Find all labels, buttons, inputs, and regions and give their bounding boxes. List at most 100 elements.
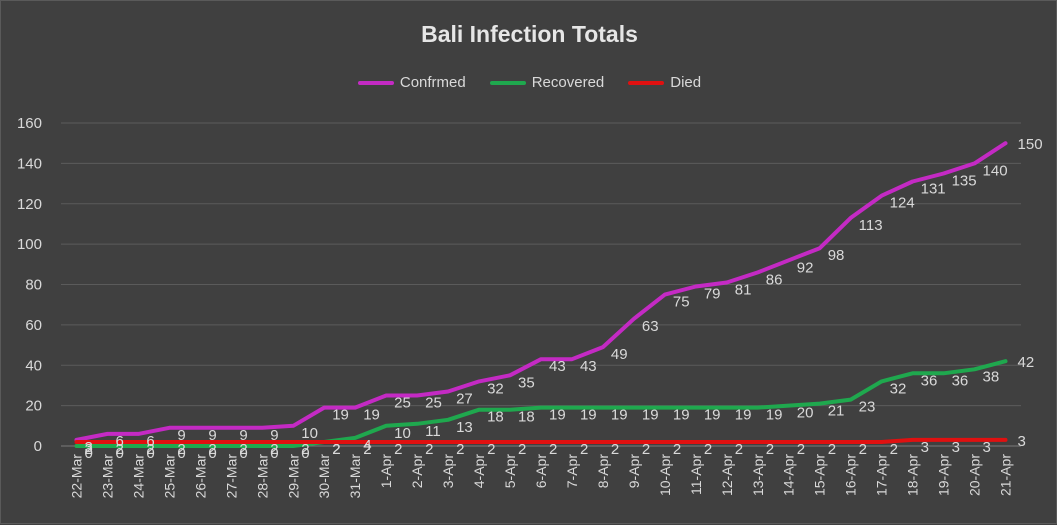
x-tick-label: 5-Apr <box>502 454 518 489</box>
legend-swatch <box>628 80 665 85</box>
data-label: 25 <box>394 395 411 412</box>
data-label: 43 <box>549 358 566 375</box>
data-label: 32 <box>890 380 907 397</box>
data-label: 2 <box>239 441 247 458</box>
data-label: 49 <box>611 346 628 363</box>
data-label: 2 <box>859 441 867 458</box>
data-label: 2 <box>487 441 495 458</box>
data-label: 6 <box>115 433 123 450</box>
y-tick-label: 140 <box>17 155 42 172</box>
data-label: 42 <box>1018 354 1035 371</box>
data-label: 2 <box>270 441 278 458</box>
data-label: 2 <box>177 441 185 458</box>
data-label: 36 <box>952 372 969 389</box>
y-tick-label: 40 <box>25 357 42 374</box>
legend-item-confrmed: Confrmed <box>357 74 466 91</box>
data-label: 0 <box>301 445 309 462</box>
y-tick-label: 60 <box>25 317 42 334</box>
data-label: 0 <box>177 445 185 462</box>
legend-label: Recovered <box>531 74 605 91</box>
data-label: 2 <box>797 441 805 458</box>
data-label: 113 <box>859 217 883 234</box>
data-label: 2 <box>580 441 588 458</box>
chart-title: Bali Infection Totals <box>421 21 638 47</box>
data-label: 43 <box>580 358 597 375</box>
y-tick-label: 0 <box>34 438 42 455</box>
data-label: 19 <box>611 407 628 424</box>
data-label: 19 <box>642 407 659 424</box>
x-tick-label: 7-Apr <box>564 454 580 489</box>
data-label: 2 <box>611 441 619 458</box>
data-label: 4 <box>363 437 371 454</box>
data-label: 2 <box>890 441 898 458</box>
data-label: 135 <box>952 172 977 189</box>
data-label: 75 <box>673 294 690 311</box>
data-label: 38 <box>983 368 1000 385</box>
data-label: 86 <box>766 271 783 288</box>
data-label: 19 <box>549 407 566 424</box>
data-label: 19 <box>332 407 349 424</box>
data-label: 0 <box>84 445 92 462</box>
data-label: 2 <box>208 441 216 458</box>
data-label: 124 <box>890 195 915 212</box>
data-label: 18 <box>518 409 535 426</box>
x-tick-label: 10-Apr <box>657 454 673 496</box>
y-tick-label: 120 <box>17 196 42 213</box>
legend-item-died: Died <box>628 74 701 91</box>
y-tick-label: 80 <box>25 277 42 294</box>
data-label: 2 <box>673 441 681 458</box>
data-label: 79 <box>704 286 721 303</box>
x-tick-label: 22-Mar <box>68 454 84 499</box>
data-label: 3 <box>952 439 960 456</box>
data-label: 9 <box>177 427 185 444</box>
x-tick-label: 30-Mar <box>316 454 332 499</box>
legend-swatch <box>489 80 526 85</box>
data-label: 2 <box>642 441 650 458</box>
data-label: 81 <box>735 281 752 298</box>
data-label: 2 <box>456 441 464 458</box>
data-label: 19 <box>704 407 721 424</box>
data-label: 2 <box>425 441 433 458</box>
data-label: 150 <box>1018 136 1043 153</box>
data-label: 2 <box>332 441 340 458</box>
x-tick-label: 31-Mar <box>347 454 363 499</box>
data-label: 27 <box>456 390 473 407</box>
data-label: 2 <box>332 441 340 458</box>
y-tick-label: 160 <box>17 115 42 132</box>
x-tick-label: 23-Mar <box>99 454 115 499</box>
data-label: 19 <box>735 407 752 424</box>
data-label: 10 <box>301 425 318 442</box>
data-label: 2 <box>549 441 557 458</box>
x-tick-label: 3-Apr <box>440 454 456 489</box>
legend-swatch <box>357 80 394 85</box>
data-label: 32 <box>487 380 504 397</box>
x-tick-label: 17-Apr <box>874 454 890 496</box>
data-label: 63 <box>642 318 659 335</box>
data-label: 2 <box>394 441 402 458</box>
x-tick-label: 21-Apr <box>998 454 1014 496</box>
data-label: 36 <box>921 372 938 389</box>
legend: Confrmed Recovered Died <box>1 74 1057 91</box>
data-label: 20 <box>797 405 814 422</box>
x-tick-label: 8-Apr <box>595 454 611 489</box>
x-tick-label: 15-Apr <box>812 454 828 496</box>
legend-item-recovered: Recovered <box>489 74 605 91</box>
data-label: 3 <box>921 439 929 456</box>
x-tick-label: 27-Mar <box>223 454 239 499</box>
data-label: 35 <box>518 374 535 391</box>
data-label: 0 <box>146 445 154 462</box>
data-label: 11 <box>425 423 441 440</box>
data-label: 13 <box>456 419 473 436</box>
data-label: 3 <box>84 439 92 456</box>
x-tick-label: 20-Apr <box>967 454 983 496</box>
x-tick-label: 24-Mar <box>130 454 146 499</box>
data-label: 2 <box>84 441 92 458</box>
x-tick-label: 2-Apr <box>409 454 425 489</box>
data-label: 0 <box>208 445 216 462</box>
data-label: 0 <box>239 445 247 462</box>
data-label: 18 <box>487 409 504 426</box>
data-label: 2 <box>518 441 526 458</box>
data-label: 25 <box>425 395 442 412</box>
x-tick-label: 11-Apr <box>688 454 704 495</box>
data-label: 2 <box>115 441 123 458</box>
